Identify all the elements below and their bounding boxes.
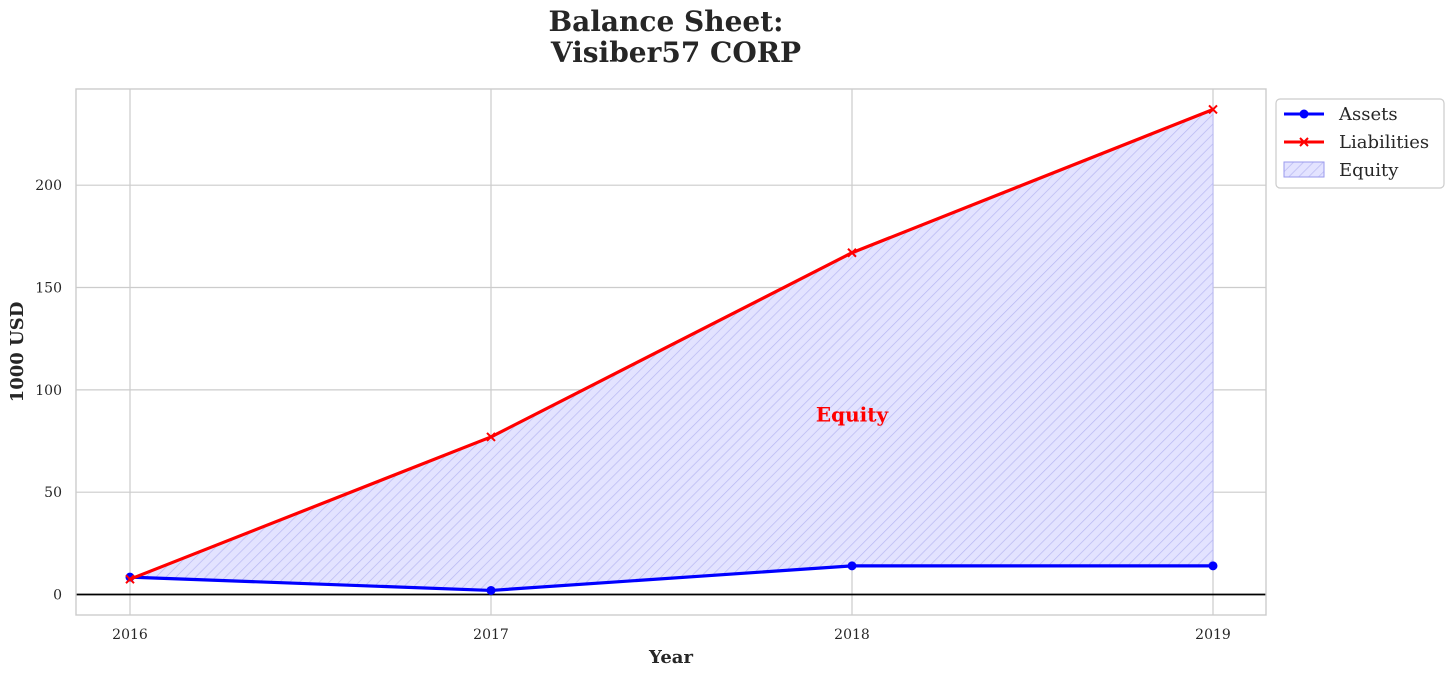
point-assets-2019: [1208, 561, 1218, 571]
equity-fill-polygon: [129, 108, 1214, 591]
chart-title-line2: Visiber57 CORP: [550, 36, 801, 69]
plot-frame: [75, 88, 1267, 616]
x-tick-2016: 2016: [112, 627, 148, 643]
series-line-liabilities: [129, 107, 1214, 581]
point-liabilities-2016: [125, 574, 135, 584]
point-assets-2017: [486, 585, 496, 595]
legend-equity-label: Equity: [1339, 160, 1399, 181]
x-tick-labels: 2016 2017 2018 2019: [112, 627, 1231, 643]
y-tick-0: 0: [53, 588, 62, 604]
x-axis-label: Year: [648, 647, 693, 668]
equity-fill-area: [129, 108, 1214, 591]
legend: Assets Liabilities Equity: [1275, 98, 1445, 189]
y-tick-50: 50: [44, 485, 62, 501]
series-lines: [125, 104, 1218, 595]
y-axis-label: 1000 USD: [7, 302, 28, 403]
point-liabilities-2017: [486, 432, 496, 442]
legend-assets-marker: [1299, 109, 1309, 119]
y-tick-150: 150: [35, 281, 62, 297]
y-tick-100: 100: [35, 383, 62, 399]
legend-equity-swatch: [1283, 161, 1325, 178]
point-liabilities-2019: [1208, 104, 1218, 115]
legend-liabilities-marker: [1299, 137, 1309, 147]
x-tick-2018: 2018: [834, 627, 870, 643]
chart-title-line1: Balance Sheet:: [548, 5, 783, 38]
x-tick-2017: 2017: [473, 627, 509, 643]
y-tick-200: 200: [35, 178, 62, 194]
series-line-assets: [129, 564, 1213, 593]
x-tick-2019: 2019: [1195, 627, 1231, 643]
equity-annotation: Equity: [816, 402, 890, 426]
point-assets-2018: [847, 561, 857, 571]
legend-liabilities-label: Liabilities: [1339, 132, 1429, 153]
point-liabilities-2018: [847, 248, 857, 258]
y-tick-labels: 0 50 100 150 200: [35, 178, 62, 603]
legend-assets-label: Assets: [1338, 104, 1398, 125]
